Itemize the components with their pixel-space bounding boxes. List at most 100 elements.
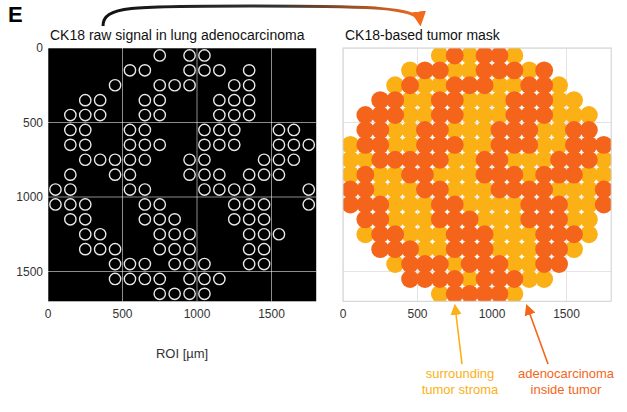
signal-cell xyxy=(288,154,299,165)
signal-cell xyxy=(169,288,180,299)
signal-cell xyxy=(243,243,254,254)
signal-cell xyxy=(184,65,195,76)
signal-cell xyxy=(124,184,135,195)
marks xyxy=(343,48,611,301)
signal-cell xyxy=(229,199,240,210)
grid-line-y xyxy=(48,197,316,198)
signal-cell xyxy=(184,288,195,299)
grid xyxy=(48,48,316,301)
signal-cell xyxy=(258,169,269,180)
annotation-arrow xyxy=(527,306,548,364)
signal-cell xyxy=(214,169,225,180)
signal-cell xyxy=(80,243,91,254)
signal-cell xyxy=(229,214,240,225)
signal-cell xyxy=(80,199,91,210)
signal-cell xyxy=(229,124,240,135)
figure: E050010001500050010001500CK18 raw signal… xyxy=(0,0,627,412)
signal-cell xyxy=(169,258,180,269)
signal-cell xyxy=(199,124,210,135)
signal-cell xyxy=(184,169,195,180)
signal-cell xyxy=(288,124,299,135)
mask-cell xyxy=(431,151,449,169)
signal-cell xyxy=(199,65,210,76)
mask-cell xyxy=(476,76,494,94)
signal-cell xyxy=(80,109,91,120)
signal-cell xyxy=(273,229,284,240)
signal-cell xyxy=(65,169,76,180)
signal-cell xyxy=(154,50,165,61)
signal-cell xyxy=(154,214,165,225)
signal-cell xyxy=(109,243,120,254)
signal-cell xyxy=(65,124,76,135)
mask-cell xyxy=(520,136,538,154)
y-tick-label: 1000 xyxy=(16,190,43,204)
grid-line-x xyxy=(271,48,272,301)
mask-cell xyxy=(446,48,464,64)
signal-cell xyxy=(243,169,254,180)
signal-cell xyxy=(303,199,314,210)
x-tick-label: 1500 xyxy=(258,307,285,321)
signal-cell xyxy=(229,109,240,120)
mask-cell xyxy=(386,106,404,124)
signal-cell xyxy=(243,214,254,225)
signal-cell xyxy=(258,229,269,240)
marks xyxy=(50,50,315,300)
signal-cell xyxy=(214,109,225,120)
page: {"panel": "E", "chart_data": [ {"type": … xyxy=(0,0,627,412)
signal-cell xyxy=(109,154,120,165)
connector-arrow xyxy=(103,6,420,26)
signal-cell xyxy=(229,94,240,105)
signal-cell xyxy=(139,124,150,135)
signal-cell xyxy=(214,124,225,135)
signal-cell xyxy=(243,229,254,240)
signal-cell xyxy=(199,273,210,284)
signal-cell xyxy=(258,243,269,254)
signal-cell xyxy=(154,80,165,91)
signal-cell xyxy=(94,109,105,120)
panel-title: CK18 raw signal in lung adenocarcinoma xyxy=(50,27,305,43)
signal-cell xyxy=(94,229,105,240)
signal-cell xyxy=(288,139,299,150)
signal-cell xyxy=(65,214,76,225)
signal-cell xyxy=(154,139,165,150)
signal-cell xyxy=(80,124,91,135)
mask-cell xyxy=(446,106,464,124)
grid xyxy=(343,48,611,301)
plot-background xyxy=(48,48,316,301)
signal-cell xyxy=(50,184,61,195)
signal-cell xyxy=(258,154,269,165)
signal-cell xyxy=(169,243,180,254)
y-tick-label: 500 xyxy=(23,116,43,130)
plot-frame xyxy=(343,48,611,301)
signal-cell xyxy=(199,184,210,195)
annotation-line: inside tumor xyxy=(531,382,602,397)
plot-background xyxy=(343,48,611,301)
signal-cell xyxy=(229,139,240,150)
signal-cell xyxy=(109,80,120,91)
mask-cell xyxy=(446,136,464,154)
grid-line-x xyxy=(48,48,49,301)
signal-cell xyxy=(124,258,135,269)
signal-cell xyxy=(124,124,135,135)
mask-cell xyxy=(401,76,419,94)
signal-cell xyxy=(139,199,150,210)
signal-cell xyxy=(109,169,120,180)
signal-cell xyxy=(199,139,210,150)
signal-cell xyxy=(139,94,150,105)
signal-cell xyxy=(65,199,76,210)
signal-cell xyxy=(65,139,76,150)
mask-cell xyxy=(491,285,509,301)
panel: 050010001500050010001500 xyxy=(16,41,316,321)
mask-cell xyxy=(505,270,523,288)
signal-cell xyxy=(124,139,135,150)
mask-cell xyxy=(565,225,583,243)
signal-cell xyxy=(258,214,269,225)
signal-cell xyxy=(65,184,76,195)
signal-cell xyxy=(94,154,105,165)
annotation-line: tumor stroma xyxy=(422,382,499,397)
signal-cell xyxy=(258,199,269,210)
mask-cell xyxy=(595,196,611,214)
signal-cell xyxy=(124,65,135,76)
signal-cell xyxy=(184,229,195,240)
signal-cell xyxy=(214,273,225,284)
